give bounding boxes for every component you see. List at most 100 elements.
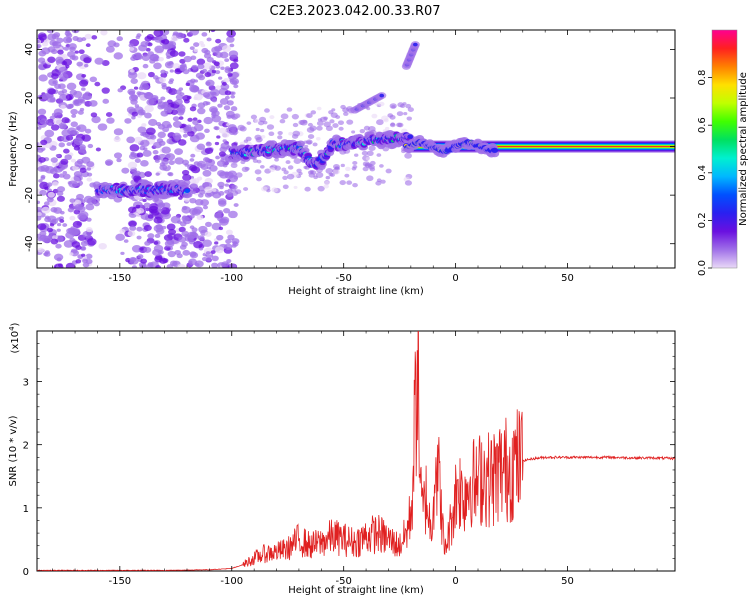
spectrogram-cell bbox=[73, 100, 80, 106]
spectrogram-cell bbox=[160, 69, 166, 74]
spectrogram-cell bbox=[259, 128, 265, 133]
spectrogram-cell bbox=[101, 59, 110, 66]
spectrogram-cell bbox=[202, 205, 209, 210]
spectrogram-cell bbox=[59, 123, 67, 130]
spectrogram-cell bbox=[157, 123, 166, 130]
spectrogram-cell bbox=[44, 250, 50, 255]
spectrogram-cell bbox=[40, 176, 46, 180]
spectrogram-cell bbox=[145, 47, 151, 52]
spectrogram-cell bbox=[144, 171, 152, 177]
spectrogram-cell bbox=[155, 265, 161, 268]
spectrogram-cell bbox=[287, 165, 294, 170]
spectrogram-cell bbox=[343, 111, 349, 116]
spectrogram-cell bbox=[157, 131, 166, 139]
spectrogram-cell bbox=[176, 109, 185, 116]
spectrogram-cell bbox=[307, 134, 315, 140]
spectrogram-cell bbox=[239, 126, 247, 132]
spectrogram-cell bbox=[175, 32, 185, 39]
spectrogram-cell bbox=[41, 61, 46, 65]
spectrogram-cell bbox=[127, 230, 136, 237]
colorbar-tick-label: 0.4 bbox=[697, 165, 708, 181]
spectrogram-cell bbox=[193, 48, 199, 53]
spectrogram-cell bbox=[277, 135, 283, 140]
spectrogram-cell bbox=[209, 106, 218, 113]
spectrogram-cell bbox=[134, 104, 140, 108]
spectrogram-cell bbox=[89, 76, 98, 83]
spectrogram-cell bbox=[49, 115, 56, 120]
spectrogram-cell bbox=[134, 170, 141, 176]
spectrogram-cell bbox=[47, 33, 57, 41]
spectrogram-cell bbox=[37, 223, 47, 231]
spectrogram-cell bbox=[53, 207, 63, 214]
spectrogram-cell bbox=[44, 165, 55, 174]
spectrogram-cell bbox=[174, 157, 184, 165]
spectrogram-cell bbox=[337, 120, 345, 126]
spectrogram-cell bbox=[133, 175, 142, 182]
colorbar-ticks: 0.0 0.2 0.4 0.6 0.8 bbox=[697, 70, 712, 276]
spectrogram-cell bbox=[58, 66, 68, 74]
spectrogram-cell bbox=[149, 209, 154, 213]
spectrogram-cell bbox=[155, 172, 160, 176]
spectrogram-cell bbox=[190, 153, 196, 158]
spectrogram-cell bbox=[158, 57, 164, 62]
spectrogram-cell bbox=[259, 164, 265, 169]
spectrogram-cell bbox=[130, 78, 138, 84]
spectrogram-cell bbox=[196, 58, 206, 66]
spectrogram-cell bbox=[190, 85, 200, 93]
spectrogram-cell bbox=[161, 146, 171, 154]
spectrogram-cell bbox=[222, 139, 227, 143]
spectrogram-cell bbox=[70, 248, 78, 254]
spectrogram-cell bbox=[187, 130, 195, 137]
spectrogram-cell bbox=[363, 125, 371, 131]
spectrogram-cell bbox=[201, 32, 208, 37]
spectrogram-cell bbox=[256, 176, 262, 182]
spectrogram-cell bbox=[154, 45, 165, 54]
spectrogram-cell bbox=[193, 241, 203, 249]
spectrogram-cell bbox=[254, 169, 262, 175]
spectrogram-cell bbox=[226, 179, 231, 183]
spectrogram-cell bbox=[324, 180, 330, 186]
spectrogram-cell bbox=[81, 87, 86, 91]
spectrogram-cell bbox=[113, 152, 123, 159]
spectrogram-cell bbox=[218, 226, 224, 231]
spectrogram-cell bbox=[291, 113, 299, 120]
spectrogram-cell bbox=[82, 258, 89, 264]
spectrogram-cell bbox=[215, 70, 221, 75]
spectrogram-cell bbox=[74, 50, 79, 54]
spectrogram-cell bbox=[147, 51, 155, 57]
spectrogram-cell bbox=[296, 140, 305, 147]
spectrogram-cell bbox=[79, 167, 87, 173]
spectrogram-cell bbox=[211, 69, 217, 74]
spectrogram-cell bbox=[383, 118, 389, 123]
spectrogram-cell bbox=[217, 198, 227, 205]
spectrogram-x-tick-label: 0 bbox=[452, 273, 458, 284]
spectrogram-cell bbox=[51, 235, 58, 240]
spectrogram-cell bbox=[359, 129, 366, 134]
spectrogram-cell bbox=[78, 49, 85, 55]
spectrogram-cell bbox=[214, 45, 223, 52]
spectrogram-cell bbox=[298, 171, 303, 176]
spectrogram-cell bbox=[141, 123, 147, 128]
spectrogram-cell bbox=[193, 93, 203, 101]
spectrogram-cell bbox=[117, 88, 124, 93]
spectrogram-cell bbox=[316, 137, 321, 141]
spectrogram-cell bbox=[292, 122, 299, 128]
spectrogram-cell bbox=[53, 108, 63, 116]
spectrogram-cell bbox=[60, 104, 66, 109]
spectrogram-cell bbox=[331, 108, 336, 112]
spectrogram-cell bbox=[285, 160, 291, 165]
spectrogram-cell bbox=[60, 158, 69, 165]
spectrogram-cell bbox=[75, 259, 82, 264]
spectrogram-cell bbox=[185, 82, 190, 87]
spectrogram-cell bbox=[41, 47, 51, 55]
spectrogram-cell bbox=[80, 246, 86, 251]
spectrogram-cell bbox=[224, 95, 230, 100]
spectrogram-cell bbox=[37, 44, 42, 49]
spectrogram-cell bbox=[144, 104, 154, 113]
spectrogram-cell bbox=[93, 201, 100, 207]
spectrogram-cell bbox=[146, 263, 154, 268]
spectrogram-cell bbox=[83, 57, 92, 64]
spectrogram-cell bbox=[145, 207, 150, 212]
spectrogram-cell bbox=[140, 139, 150, 147]
spectrogram-cell bbox=[52, 188, 59, 194]
